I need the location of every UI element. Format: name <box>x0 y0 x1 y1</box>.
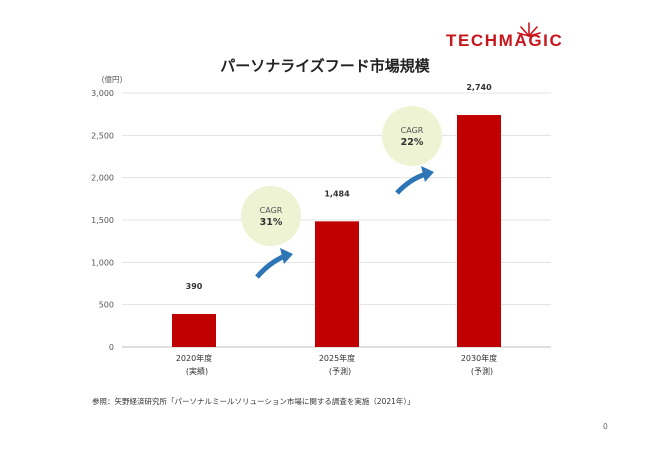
growth-arrowhead <box>421 166 434 182</box>
cagr-value: 22% <box>401 137 424 148</box>
x-tick-sublabel: (予測) <box>329 366 351 376</box>
page-number: 0 <box>603 422 608 431</box>
y-tick-label: 2,500 <box>91 131 114 140</box>
growth-arrow <box>395 171 427 195</box>
x-tick-sublabel: (予測) <box>471 366 493 376</box>
data-label: 2,740 <box>466 83 492 92</box>
cagr-value: 31% <box>260 217 283 228</box>
x-tick-label: 2030年度 <box>461 353 497 363</box>
data-label: 390 <box>186 282 203 291</box>
y-tick-label: 1,500 <box>91 216 114 225</box>
x-tick-label: 2020年度 <box>176 353 212 363</box>
y-tick-label: 1,000 <box>91 258 114 267</box>
growth-arrow <box>255 253 286 279</box>
source-note: 参照：矢野経済研究所「パーソナルミールソリューション市場に関する調査を実施（20… <box>92 397 415 406</box>
data-label: 1,484 <box>324 189 350 198</box>
y-axis-unit: (億円) <box>102 74 123 84</box>
cagr-circle <box>382 106 442 166</box>
x-tick-label: 2025年度 <box>319 353 355 363</box>
y-tick-label: 2,000 <box>91 174 114 183</box>
cagr-label: CAGR <box>260 206 283 215</box>
y-tick-label: 500 <box>99 301 114 310</box>
x-tick-sublabel: (実績) <box>186 366 208 376</box>
cagr-label: CAGR <box>401 126 424 135</box>
growth-arrowhead <box>280 248 293 264</box>
y-tick-label: 0 <box>109 343 114 352</box>
cagr-circle <box>241 186 301 246</box>
bar <box>315 221 359 347</box>
logo-spark-icon <box>517 22 541 37</box>
bar <box>457 115 501 347</box>
bar <box>172 313 216 347</box>
y-tick-label: 3,000 <box>91 89 114 98</box>
chart-title: パーソナライズフード市場規模 <box>220 57 430 75</box>
